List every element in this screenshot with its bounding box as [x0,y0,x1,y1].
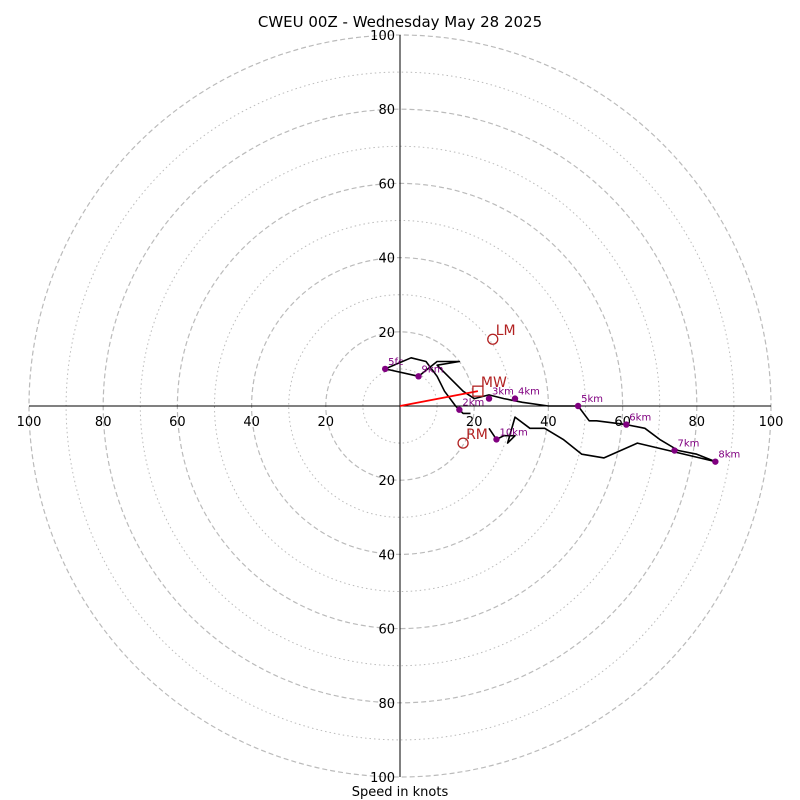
x-tick-label: 20 [318,415,335,430]
height-marker-point [574,402,582,410]
y-tick-label: 20 [378,474,395,489]
x-tick-label: 40 [540,415,557,430]
storm-motion-label: LM [496,323,516,339]
height-marker-point [493,436,500,443]
height-marker-label: 5km [581,394,603,405]
height-marker-point [485,395,493,402]
height-marker-point [415,373,422,380]
height-marker-point [671,447,678,454]
height-marker-label: 7km [678,439,700,450]
y-tick-label: 80 [378,697,395,712]
storm-motion-circle [487,333,499,345]
height-marker-label: 9km [422,364,444,375]
height-marker-point [623,421,630,428]
shear-vector-line [399,390,479,407]
height-marker-label: 8km [718,450,740,461]
height-marker-label: 10km [499,427,527,438]
hodograph-line [384,356,717,463]
storm-motion-label: RM [466,427,488,443]
y-tick-label: 40 [378,252,395,267]
y-tick-label: 20 [378,326,395,341]
y-tick-label: 100 [370,29,395,44]
height-marker-label: 2km [462,398,484,409]
height-marker-label: 3km [492,387,514,398]
x-tick-label: 80 [95,415,112,430]
x-tick-label: 80 [689,415,706,430]
x-tick-label: 100 [17,415,42,430]
y-tick-label: 100 [370,771,395,786]
x-tick-label: 40 [243,415,260,430]
y-tick-label: 60 [378,177,395,192]
storm-motion-square [472,385,484,397]
height-marker-point [381,365,389,373]
x-tick-label: 100 [759,415,784,430]
height-markers: 2km 3km 4km 5km 6km 7km 8km 9km 5fc 10km [381,357,740,465]
tick-labels: 100 80 60 40 20 20 40 60 80 100100806040202040608… [17,29,784,786]
height-marker-label: 6km [629,413,651,424]
height-marker-label: 4km [518,387,540,398]
y-tick-label: 80 [378,103,395,118]
height-marker-point [712,458,719,465]
storm-motion-markers: LM MW RM [457,323,516,449]
hodograph-trace [384,356,717,463]
height-marker-point [456,406,463,413]
storm-motion-label: MW [481,375,507,391]
storm-motion-circle [457,437,469,449]
y-tick-label: 60 [378,623,395,638]
height-marker-point [511,395,519,402]
x-tick-label: 60 [169,415,186,430]
x-tick-label: 20 [466,415,483,430]
x-axis-label: Speed in knots [352,785,449,800]
height-marker-label: 5fc [388,357,403,368]
chart-title: CWEU 00Z - Wednesday May 28 2025 [258,13,542,31]
y-tick-label: 40 [378,548,395,563]
